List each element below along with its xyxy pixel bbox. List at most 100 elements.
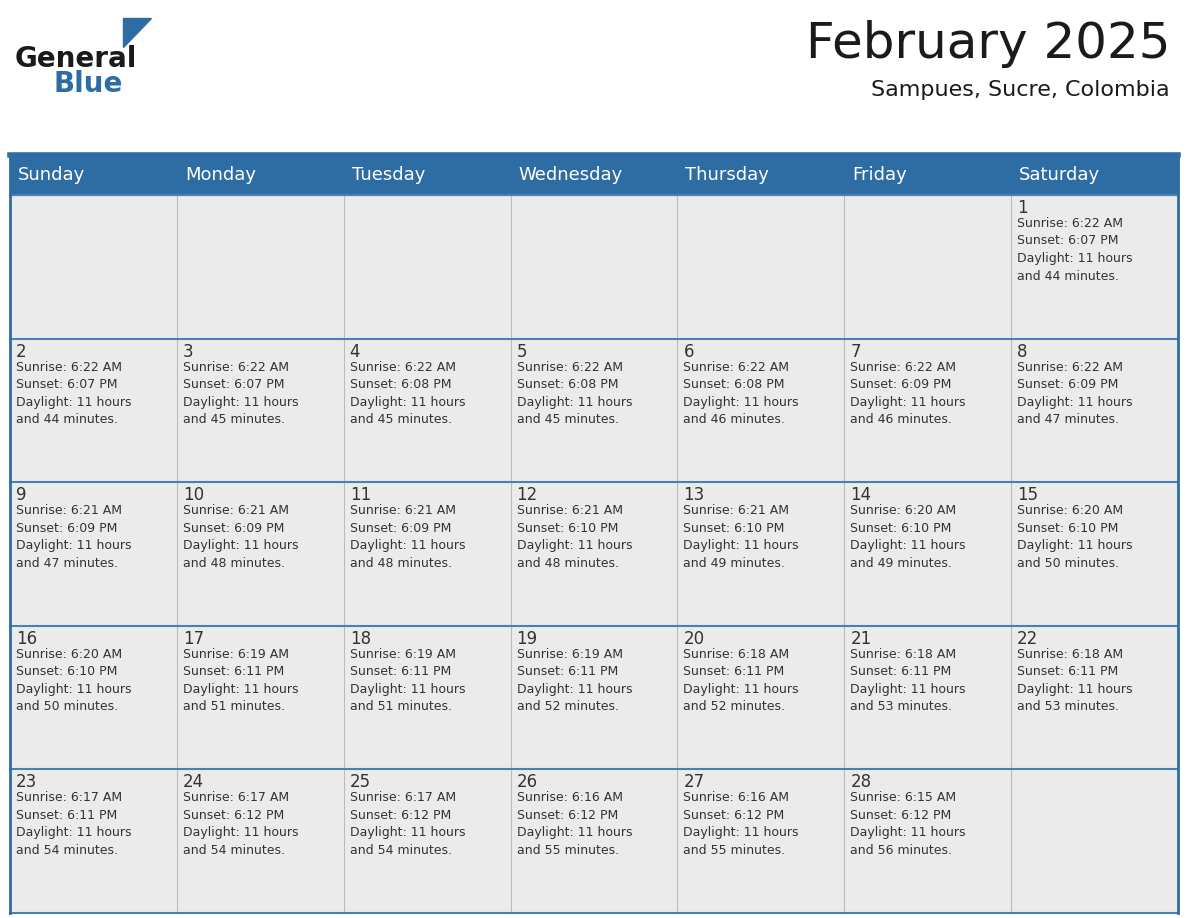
- Text: 19: 19: [517, 630, 538, 648]
- Text: Sunrise: 6:22 AM
Sunset: 6:07 PM
Daylight: 11 hours
and 44 minutes.: Sunrise: 6:22 AM Sunset: 6:07 PM Dayligh…: [15, 361, 132, 426]
- Text: 21: 21: [851, 630, 872, 648]
- FancyBboxPatch shape: [177, 626, 343, 769]
- Text: 16: 16: [15, 630, 37, 648]
- Text: 13: 13: [683, 487, 704, 504]
- Text: Sunrise: 6:17 AM
Sunset: 6:11 PM
Daylight: 11 hours
and 54 minutes.: Sunrise: 6:17 AM Sunset: 6:11 PM Dayligh…: [15, 791, 132, 856]
- Text: Sampues, Sucre, Colombia: Sampues, Sucre, Colombia: [871, 80, 1170, 100]
- FancyBboxPatch shape: [343, 339, 511, 482]
- FancyBboxPatch shape: [511, 482, 677, 626]
- Text: Sunrise: 6:22 AM
Sunset: 6:07 PM
Daylight: 11 hours
and 45 minutes.: Sunrise: 6:22 AM Sunset: 6:07 PM Dayligh…: [183, 361, 298, 426]
- Text: 14: 14: [851, 487, 872, 504]
- FancyBboxPatch shape: [177, 482, 343, 626]
- Text: Sunrise: 6:17 AM
Sunset: 6:12 PM
Daylight: 11 hours
and 54 minutes.: Sunrise: 6:17 AM Sunset: 6:12 PM Dayligh…: [183, 791, 298, 856]
- Text: Friday: Friday: [852, 166, 906, 184]
- FancyBboxPatch shape: [677, 195, 845, 339]
- Text: 20: 20: [683, 630, 704, 648]
- Text: Saturday: Saturday: [1019, 166, 1100, 184]
- Text: Sunrise: 6:16 AM
Sunset: 6:12 PM
Daylight: 11 hours
and 55 minutes.: Sunrise: 6:16 AM Sunset: 6:12 PM Dayligh…: [683, 791, 798, 856]
- FancyBboxPatch shape: [343, 769, 511, 913]
- Text: Sunrise: 6:22 AM
Sunset: 6:08 PM
Daylight: 11 hours
and 45 minutes.: Sunrise: 6:22 AM Sunset: 6:08 PM Dayligh…: [517, 361, 632, 426]
- Text: 9: 9: [15, 487, 26, 504]
- Text: Sunrise: 6:18 AM
Sunset: 6:11 PM
Daylight: 11 hours
and 53 minutes.: Sunrise: 6:18 AM Sunset: 6:11 PM Dayligh…: [1017, 648, 1132, 713]
- Text: Sunrise: 6:19 AM
Sunset: 6:11 PM
Daylight: 11 hours
and 51 minutes.: Sunrise: 6:19 AM Sunset: 6:11 PM Dayligh…: [349, 648, 466, 713]
- Text: 11: 11: [349, 487, 371, 504]
- FancyBboxPatch shape: [1011, 339, 1178, 482]
- FancyBboxPatch shape: [10, 482, 177, 626]
- Text: Blue: Blue: [53, 70, 122, 98]
- Text: Sunrise: 6:22 AM
Sunset: 6:08 PM
Daylight: 11 hours
and 45 minutes.: Sunrise: 6:22 AM Sunset: 6:08 PM Dayligh…: [349, 361, 466, 426]
- FancyBboxPatch shape: [677, 769, 845, 913]
- Text: 27: 27: [683, 773, 704, 791]
- Text: 8: 8: [1017, 342, 1028, 361]
- Text: 4: 4: [349, 342, 360, 361]
- Text: Sunrise: 6:18 AM
Sunset: 6:11 PM
Daylight: 11 hours
and 52 minutes.: Sunrise: 6:18 AM Sunset: 6:11 PM Dayligh…: [683, 648, 798, 713]
- Text: Sunrise: 6:20 AM
Sunset: 6:10 PM
Daylight: 11 hours
and 50 minutes.: Sunrise: 6:20 AM Sunset: 6:10 PM Dayligh…: [1017, 504, 1132, 570]
- FancyBboxPatch shape: [677, 482, 845, 626]
- Text: 18: 18: [349, 630, 371, 648]
- FancyBboxPatch shape: [10, 769, 177, 913]
- FancyBboxPatch shape: [1011, 482, 1178, 626]
- FancyBboxPatch shape: [343, 626, 511, 769]
- Text: Sunrise: 6:22 AM
Sunset: 6:08 PM
Daylight: 11 hours
and 46 minutes.: Sunrise: 6:22 AM Sunset: 6:08 PM Dayligh…: [683, 361, 798, 426]
- Text: February 2025: February 2025: [805, 20, 1170, 68]
- FancyBboxPatch shape: [177, 195, 343, 339]
- Polygon shape: [124, 18, 151, 47]
- Text: Sunrise: 6:19 AM
Sunset: 6:11 PM
Daylight: 11 hours
and 52 minutes.: Sunrise: 6:19 AM Sunset: 6:11 PM Dayligh…: [517, 648, 632, 713]
- FancyBboxPatch shape: [845, 482, 1011, 626]
- Text: Sunrise: 6:16 AM
Sunset: 6:12 PM
Daylight: 11 hours
and 55 minutes.: Sunrise: 6:16 AM Sunset: 6:12 PM Dayligh…: [517, 791, 632, 856]
- FancyBboxPatch shape: [677, 626, 845, 769]
- Text: 10: 10: [183, 487, 204, 504]
- Text: Monday: Monday: [185, 166, 255, 184]
- Text: Thursday: Thursday: [685, 166, 770, 184]
- FancyBboxPatch shape: [511, 626, 677, 769]
- Text: General: General: [15, 45, 138, 73]
- FancyBboxPatch shape: [845, 195, 1011, 339]
- Text: 12: 12: [517, 487, 538, 504]
- Text: Sunrise: 6:17 AM
Sunset: 6:12 PM
Daylight: 11 hours
and 54 minutes.: Sunrise: 6:17 AM Sunset: 6:12 PM Dayligh…: [349, 791, 466, 856]
- Text: Sunday: Sunday: [18, 166, 86, 184]
- FancyBboxPatch shape: [511, 769, 677, 913]
- Text: Sunrise: 6:21 AM
Sunset: 6:10 PM
Daylight: 11 hours
and 48 minutes.: Sunrise: 6:21 AM Sunset: 6:10 PM Dayligh…: [517, 504, 632, 570]
- Text: Sunrise: 6:21 AM
Sunset: 6:09 PM
Daylight: 11 hours
and 47 minutes.: Sunrise: 6:21 AM Sunset: 6:09 PM Dayligh…: [15, 504, 132, 570]
- Text: Sunrise: 6:22 AM
Sunset: 6:07 PM
Daylight: 11 hours
and 44 minutes.: Sunrise: 6:22 AM Sunset: 6:07 PM Dayligh…: [1017, 217, 1132, 283]
- Text: Sunrise: 6:21 AM
Sunset: 6:09 PM
Daylight: 11 hours
and 48 minutes.: Sunrise: 6:21 AM Sunset: 6:09 PM Dayligh…: [183, 504, 298, 570]
- FancyBboxPatch shape: [1011, 195, 1178, 339]
- FancyBboxPatch shape: [10, 195, 177, 339]
- Text: 7: 7: [851, 342, 861, 361]
- FancyBboxPatch shape: [511, 195, 677, 339]
- FancyBboxPatch shape: [845, 769, 1011, 913]
- Text: 5: 5: [517, 342, 527, 361]
- Text: Sunrise: 6:22 AM
Sunset: 6:09 PM
Daylight: 11 hours
and 47 minutes.: Sunrise: 6:22 AM Sunset: 6:09 PM Dayligh…: [1017, 361, 1132, 426]
- Text: Sunrise: 6:21 AM
Sunset: 6:09 PM
Daylight: 11 hours
and 48 minutes.: Sunrise: 6:21 AM Sunset: 6:09 PM Dayligh…: [349, 504, 466, 570]
- Text: Sunrise: 6:20 AM
Sunset: 6:10 PM
Daylight: 11 hours
and 50 minutes.: Sunrise: 6:20 AM Sunset: 6:10 PM Dayligh…: [15, 648, 132, 713]
- Text: Sunrise: 6:19 AM
Sunset: 6:11 PM
Daylight: 11 hours
and 51 minutes.: Sunrise: 6:19 AM Sunset: 6:11 PM Dayligh…: [183, 648, 298, 713]
- FancyBboxPatch shape: [677, 339, 845, 482]
- Text: Sunrise: 6:15 AM
Sunset: 6:12 PM
Daylight: 11 hours
and 56 minutes.: Sunrise: 6:15 AM Sunset: 6:12 PM Dayligh…: [851, 791, 966, 856]
- Text: Sunrise: 6:22 AM
Sunset: 6:09 PM
Daylight: 11 hours
and 46 minutes.: Sunrise: 6:22 AM Sunset: 6:09 PM Dayligh…: [851, 361, 966, 426]
- Text: 3: 3: [183, 342, 194, 361]
- Text: 25: 25: [349, 773, 371, 791]
- Text: 1: 1: [1017, 199, 1028, 217]
- FancyBboxPatch shape: [511, 339, 677, 482]
- Text: Tuesday: Tuesday: [352, 166, 425, 184]
- Text: 2: 2: [15, 342, 26, 361]
- Text: 23: 23: [15, 773, 37, 791]
- Text: Wednesday: Wednesday: [519, 166, 623, 184]
- Text: 26: 26: [517, 773, 538, 791]
- Text: 22: 22: [1017, 630, 1038, 648]
- Text: 6: 6: [683, 342, 694, 361]
- FancyBboxPatch shape: [1011, 626, 1178, 769]
- FancyBboxPatch shape: [845, 339, 1011, 482]
- FancyBboxPatch shape: [845, 626, 1011, 769]
- Text: Sunrise: 6:18 AM
Sunset: 6:11 PM
Daylight: 11 hours
and 53 minutes.: Sunrise: 6:18 AM Sunset: 6:11 PM Dayligh…: [851, 648, 966, 713]
- FancyBboxPatch shape: [10, 155, 1178, 195]
- Text: 28: 28: [851, 773, 872, 791]
- FancyBboxPatch shape: [1011, 769, 1178, 913]
- FancyBboxPatch shape: [10, 339, 177, 482]
- FancyBboxPatch shape: [343, 482, 511, 626]
- FancyBboxPatch shape: [177, 339, 343, 482]
- FancyBboxPatch shape: [343, 195, 511, 339]
- Text: Sunrise: 6:21 AM
Sunset: 6:10 PM
Daylight: 11 hours
and 49 minutes.: Sunrise: 6:21 AM Sunset: 6:10 PM Dayligh…: [683, 504, 798, 570]
- Text: 24: 24: [183, 773, 204, 791]
- Text: Sunrise: 6:20 AM
Sunset: 6:10 PM
Daylight: 11 hours
and 49 minutes.: Sunrise: 6:20 AM Sunset: 6:10 PM Dayligh…: [851, 504, 966, 570]
